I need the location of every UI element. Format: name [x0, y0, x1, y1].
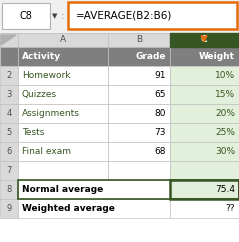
- Text: :: :: [61, 11, 65, 21]
- Bar: [18, 142, 108, 161]
- Text: 3: 3: [6, 90, 12, 99]
- Text: 65: 65: [154, 90, 166, 99]
- Text: Quizzes: Quizzes: [22, 90, 57, 99]
- Bar: [108, 66, 170, 85]
- Text: Tests: Tests: [22, 128, 44, 137]
- Text: 4: 4: [6, 109, 12, 118]
- Bar: [108, 142, 170, 161]
- Bar: [170, 180, 239, 199]
- Text: 7: 7: [6, 166, 12, 175]
- Bar: [170, 66, 239, 85]
- Bar: [170, 142, 239, 161]
- Text: 9: 9: [6, 204, 12, 213]
- Text: 20%: 20%: [215, 109, 235, 118]
- Bar: [108, 33, 170, 47]
- Text: B: B: [136, 36, 142, 45]
- Bar: [170, 104, 239, 123]
- Bar: [108, 161, 170, 180]
- Bar: [0, 85, 18, 104]
- Text: 10%: 10%: [215, 71, 235, 80]
- Bar: [18, 66, 108, 85]
- Text: C8: C8: [20, 11, 33, 21]
- Text: 6: 6: [6, 147, 12, 156]
- Text: Grade: Grade: [136, 52, 166, 61]
- Text: 25%: 25%: [215, 128, 235, 137]
- Bar: [170, 161, 239, 180]
- Text: Homework: Homework: [22, 71, 71, 80]
- Bar: [0, 123, 18, 142]
- Bar: [0, 66, 18, 85]
- Text: ▼: ▼: [52, 13, 58, 19]
- Bar: [0, 142, 18, 161]
- Bar: [0, 180, 18, 199]
- Bar: [108, 104, 170, 123]
- Text: 80: 80: [154, 109, 166, 118]
- Bar: [18, 85, 108, 104]
- Bar: [18, 104, 108, 123]
- Bar: [108, 123, 170, 142]
- Text: Weighted average: Weighted average: [22, 204, 115, 213]
- Bar: [170, 123, 239, 142]
- Bar: [2, 3, 50, 29]
- Text: Final exam: Final exam: [22, 147, 71, 156]
- Text: 75.4: 75.4: [215, 185, 235, 194]
- Text: C: C: [201, 36, 207, 45]
- Text: A: A: [60, 36, 66, 45]
- Text: 68: 68: [154, 147, 166, 156]
- Bar: [18, 47, 108, 66]
- Text: 8: 8: [6, 185, 12, 194]
- Bar: [170, 47, 239, 66]
- Text: Normal average: Normal average: [22, 185, 103, 194]
- Bar: [170, 180, 239, 199]
- Bar: [170, 33, 239, 47]
- Bar: [18, 161, 108, 180]
- Text: Weight: Weight: [199, 52, 235, 61]
- Text: 15%: 15%: [215, 90, 235, 99]
- Bar: [18, 199, 170, 218]
- Bar: [170, 85, 239, 104]
- Bar: [0, 104, 18, 123]
- Bar: [68, 2, 237, 29]
- Bar: [18, 33, 108, 47]
- Text: Assignments: Assignments: [22, 109, 80, 118]
- Polygon shape: [1, 35, 16, 45]
- Text: Activity: Activity: [22, 52, 61, 61]
- Bar: [108, 47, 170, 66]
- Bar: [108, 85, 170, 104]
- Text: 5: 5: [6, 128, 12, 137]
- Text: 91: 91: [154, 71, 166, 80]
- Text: 2: 2: [6, 71, 12, 80]
- Bar: [18, 123, 108, 142]
- Bar: [18, 180, 170, 199]
- Text: 30%: 30%: [215, 147, 235, 156]
- Bar: [18, 180, 239, 199]
- Bar: [170, 199, 239, 218]
- Bar: [0, 199, 18, 218]
- Text: 73: 73: [154, 128, 166, 137]
- Bar: [0, 161, 18, 180]
- Bar: [0, 0, 239, 33]
- Text: =AVERAGE(B2:B6): =AVERAGE(B2:B6): [76, 10, 172, 21]
- Bar: [0, 33, 18, 47]
- Bar: [0, 47, 18, 66]
- Bar: [170, 33, 239, 47]
- Text: ??: ??: [226, 204, 235, 213]
